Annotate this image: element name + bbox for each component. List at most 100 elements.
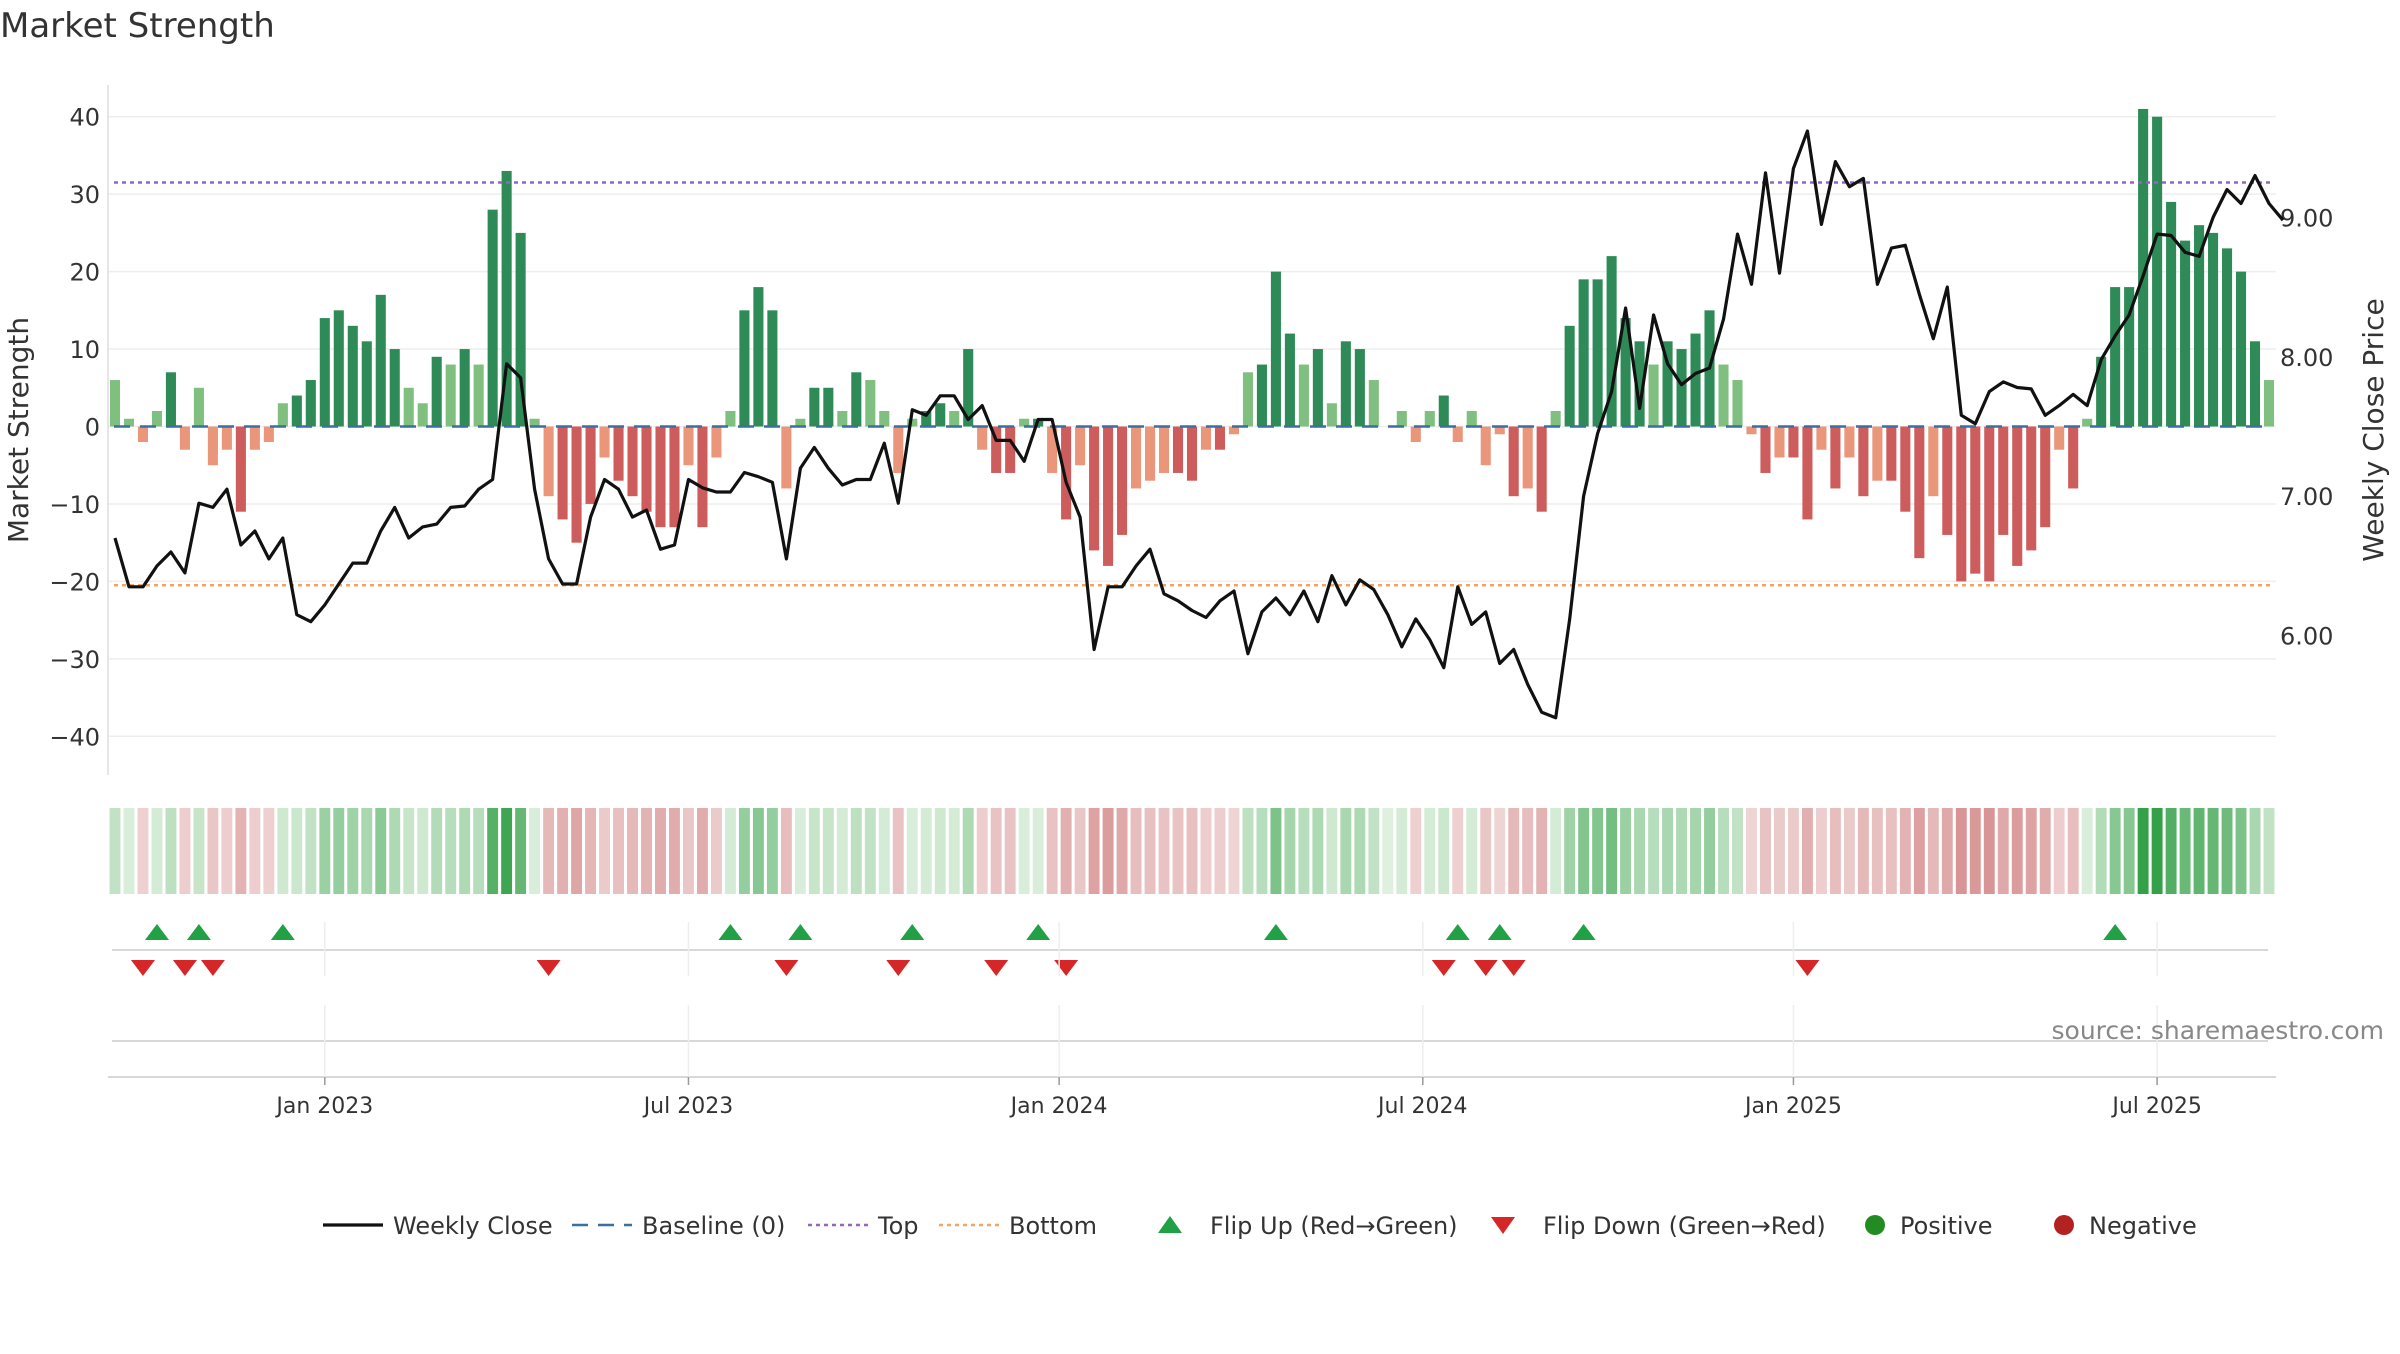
heat-cell (1452, 808, 1464, 894)
strength-bar (1242, 372, 1253, 427)
strength-bar (1354, 349, 1365, 427)
heat-cell (389, 808, 401, 894)
heat-cell (1508, 808, 1520, 894)
heat-cell (1088, 808, 1100, 894)
flip-down-marker (1795, 960, 1820, 976)
strength-bar (753, 287, 764, 427)
strength-bar (1103, 426, 1114, 566)
strength-bar (893, 426, 904, 473)
heat-cell (1340, 808, 1352, 894)
flip-down-marker (774, 960, 799, 976)
strength-bar (879, 411, 890, 427)
heat-cell (1032, 808, 1044, 894)
weekly-close-series (113, 129, 2285, 720)
strength-bar (1606, 256, 1617, 427)
heat-cell (641, 808, 652, 894)
strength-bar (991, 426, 1002, 473)
heat-cell (1871, 808, 1883, 894)
heat-cell (193, 808, 205, 894)
strength-bar (1984, 426, 1995, 582)
heat-cell (2179, 808, 2191, 894)
y-axis-label-left: Market Strength (2, 317, 35, 543)
heat-cell (235, 808, 247, 894)
legend-label: Top (877, 1212, 919, 1240)
heat-cell (557, 808, 569, 894)
legend-label: Flip Down (Green→Red) (1543, 1212, 1826, 1240)
heat-cell (2053, 808, 2065, 894)
strength-bar (1410, 426, 1421, 442)
heat-cell (1578, 808, 1590, 894)
strength-bar (1145, 426, 1156, 481)
legend-swatch-circle (1865, 1215, 1885, 1235)
strength-bar (809, 387, 820, 427)
x-tick-label: Jul 2024 (1376, 1094, 1468, 1119)
strength-bar (963, 349, 974, 427)
strength-bar (1732, 380, 1743, 427)
strength-bar (249, 426, 260, 450)
flip-down-marker (1054, 960, 1079, 976)
heat-cell (752, 808, 764, 894)
flip-down-marker (984, 960, 1009, 976)
strength-bar (1928, 426, 1939, 497)
strength-bar (1284, 333, 1295, 427)
x-tick-label: Jan 2025 (1743, 1094, 1842, 1119)
heat-cell (1927, 808, 1939, 894)
flip-down-marker (1431, 960, 1456, 976)
strength-bar (2235, 271, 2247, 427)
strength-bar (977, 426, 988, 450)
heat-cell (1941, 808, 1953, 894)
strength-bar (1620, 318, 1631, 427)
heat-cell (347, 808, 359, 894)
strength-bar (1718, 364, 1729, 427)
strength-bar (1061, 426, 1072, 520)
heat-cell (2123, 808, 2135, 894)
heat-cell (1130, 808, 1142, 894)
strength-bar (711, 426, 722, 458)
heat-cell (137, 808, 149, 894)
strength-bar (739, 310, 750, 427)
heat-cell (1746, 808, 1757, 894)
heat-cell (501, 808, 513, 894)
strength-bar (291, 395, 302, 427)
strength-bar (1760, 426, 1771, 473)
strength-bar (1438, 395, 1449, 427)
y-tick-label-right: 8.00 (2280, 344, 2333, 372)
heat-cell (361, 808, 373, 894)
heat-cell (2165, 808, 2177, 894)
x-tick-label: Jul 2025 (2110, 1094, 2202, 1119)
strength-bar (109, 380, 121, 427)
strength-bar (781, 426, 792, 489)
heat-cell (1550, 808, 1562, 894)
heat-cell (375, 808, 387, 894)
heat-cell (1829, 808, 1841, 894)
heat-cell (1913, 808, 1925, 894)
strength-bar (1746, 426, 1757, 435)
strength-bar (403, 387, 414, 427)
strength-bar (1508, 426, 1519, 497)
heat-cell (1760, 808, 1771, 894)
legend-item: Flip Up (Red→Green) (1158, 1212, 1458, 1240)
heat-cell (990, 808, 1002, 894)
strength-bar (1466, 411, 1477, 427)
strength-bar (1131, 426, 1142, 489)
strength-bar (1942, 426, 1953, 535)
flip-down-marker (536, 960, 561, 976)
right-axis-ticks: 9.00 8.00 7.00 6.00 (2280, 204, 2333, 650)
heat-cell (2067, 808, 2079, 894)
heat-cell (1200, 808, 1212, 894)
heat-cell (123, 808, 135, 894)
heat-cell (836, 808, 848, 894)
heat-cell (2011, 808, 2023, 894)
strength-bar (1774, 426, 1785, 458)
strength-bar (193, 387, 204, 427)
strength-bar (1662, 341, 1673, 427)
heat-cell (1228, 808, 1240, 894)
heat-cell (263, 808, 275, 894)
heat-cell (459, 808, 471, 894)
flip-up-marker (900, 924, 925, 940)
strength-bar (2263, 380, 2275, 427)
flip-up-marker (144, 924, 169, 940)
strength-bar (1200, 426, 1212, 450)
strength-bar (1676, 349, 1687, 427)
y-tick-label-left: −10 (49, 491, 100, 519)
